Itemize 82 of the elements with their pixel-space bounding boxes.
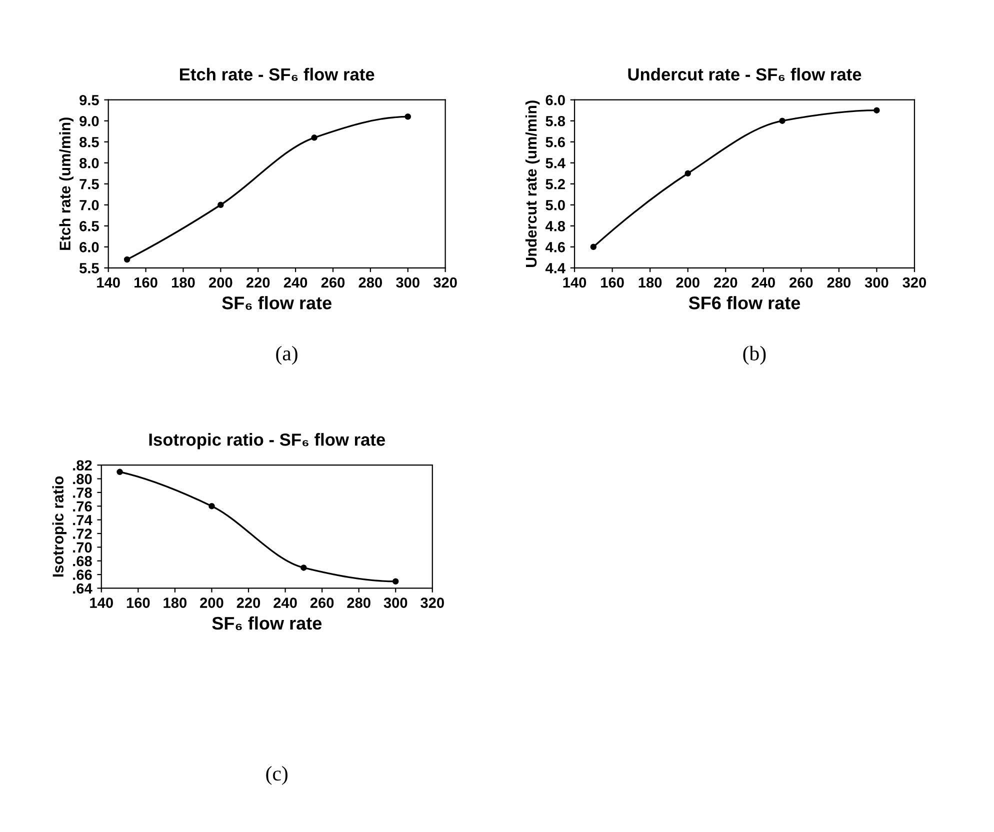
chart-title: Undercut rate - SF₆ flow rate [628,68,862,82]
y-tick-label: 8.0 [80,158,99,168]
x-tick-label: 140 [90,598,113,608]
x-tick-label: 260 [321,277,345,288]
y-tick-label: 5.4 [546,158,566,168]
x-tick-label: 220 [246,277,270,288]
y-tick-label: .64 [73,583,92,594]
x-tick-label: 140 [563,277,586,288]
x-tick-label: 240 [284,277,308,288]
point [124,256,130,263]
chart-title: Isotropic ratio - SF₆ flow rate [149,433,386,450]
y-tick-label: 4.6 [545,242,565,252]
x-tick-label: 240 [274,598,297,608]
text: (b) [743,346,766,365]
x-tick-label: 300 [396,277,420,288]
y-tick-label: 8.5 [80,136,99,148]
x-tick-label: 140 [97,277,120,288]
chart-title: Etch rate - SF₆ flow rate [180,68,374,82]
x-tick-label: 320 [433,277,457,288]
point [300,564,307,571]
x-tick-label: 300 [384,598,408,608]
y-axis-title: Etch rate (um/min) [59,118,74,250]
y-tick-label: 6.0 [80,242,99,252]
x-tick-label: 280 [347,598,370,608]
y-tick-label: .66 [73,570,92,580]
x-axis-title: SF6 flow rate [688,296,800,310]
x-tick-label: 160 [134,277,158,288]
y-tick-label: 4.8 [545,220,566,232]
y-tick-label: 9.0 [80,116,99,126]
y-tick-label: 5.2 [546,178,565,190]
x-tick-label: 180 [164,598,187,608]
x-tick-label: 300 [864,277,888,288]
point [311,134,318,141]
y-tick-label: 5.5 [79,263,99,274]
x-tick-label: 320 [420,598,444,608]
y-tick-label: 5.0 [546,200,565,210]
x-axis-title: SF₆ flow rate [212,616,322,630]
point [779,118,786,124]
x-tick-label: 180 [172,277,195,288]
y-tick-label: 6.0 [546,94,565,106]
y-axis-title: Isotropic ratio [52,476,67,577]
y-axis-title: Undercut rate (um/min) [525,100,540,267]
point [590,244,597,250]
y-tick-label: 6.5 [80,220,99,232]
y-tick-label: 9.5 [80,94,99,106]
y-tick-label: 5.6 [546,136,565,148]
y-tick-label: 7.5 [80,179,99,190]
x-tick-label: 160 [601,277,624,288]
x-tick-label: 240 [752,277,775,288]
x-tick-label: 160 [126,598,150,608]
y-tick-label: .68 [73,556,92,566]
point [404,114,411,120]
y-tick-label: 7.0 [80,200,99,210]
point [218,202,224,208]
x-tick-label: 280 [358,277,382,288]
y-tick-label: .72 [73,528,92,539]
y-tick-label: .78 [73,488,92,498]
point [208,503,215,510]
y-tick-label: .82 [73,460,92,471]
point [116,468,123,476]
text: (c) [266,766,288,785]
x-axis-title: SF₆ flow rate [222,296,332,310]
y-tick-label: 4.4 [545,263,566,274]
x-tick-label: 200 [209,277,232,288]
x-tick-label: 200 [200,598,224,608]
x-tick-label: 260 [790,277,813,288]
y-tick-label: .76 [73,501,92,512]
x-tick-label: 280 [827,277,851,288]
text: (a) [276,346,298,365]
point [684,170,691,176]
x-tick-label: 260 [310,598,334,608]
y-tick-label: .74 [73,515,92,526]
y-tick-label: .80 [73,474,92,484]
x-tick-label: 180 [638,277,662,288]
x-tick-label: 200 [676,277,700,288]
y-tick-label: .70 [73,542,92,553]
x-tick-label: 220 [714,277,738,288]
point [874,107,880,114]
y-tick-label: 5.8 [546,116,566,126]
x-tick-label: 320 [902,277,926,288]
point [392,578,399,585]
x-tick-label: 220 [236,598,260,608]
